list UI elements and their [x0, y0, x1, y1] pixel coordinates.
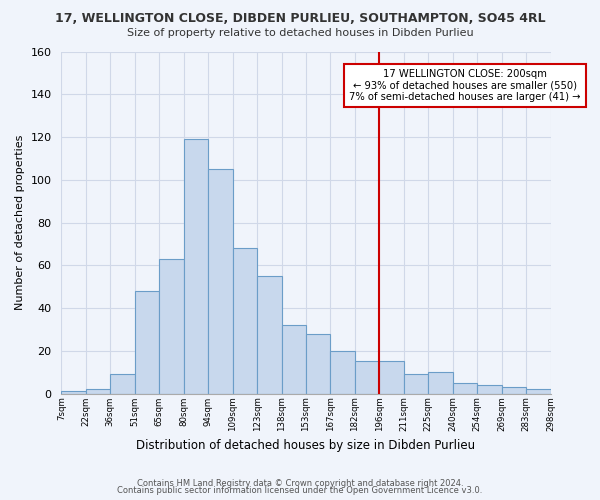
Text: Contains HM Land Registry data © Crown copyright and database right 2024.: Contains HM Land Registry data © Crown c…	[137, 478, 463, 488]
Bar	[502, 387, 526, 394]
Bar	[135, 291, 159, 394]
Bar	[477, 385, 502, 394]
Bar	[331, 351, 355, 394]
Y-axis label: Number of detached properties: Number of detached properties	[15, 135, 25, 310]
Bar	[526, 389, 551, 394]
Text: 17, WELLINGTON CLOSE, DIBDEN PURLIEU, SOUTHAMPTON, SO45 4RL: 17, WELLINGTON CLOSE, DIBDEN PURLIEU, SO…	[55, 12, 545, 26]
Bar	[233, 248, 257, 394]
Bar	[404, 374, 428, 394]
X-axis label: Distribution of detached houses by size in Dibden Purlieu: Distribution of detached houses by size …	[136, 440, 476, 452]
Text: Contains public sector information licensed under the Open Government Licence v3: Contains public sector information licen…	[118, 486, 482, 495]
Text: Size of property relative to detached houses in Dibden Purlieu: Size of property relative to detached ho…	[127, 28, 473, 38]
Bar	[306, 334, 331, 394]
Text: 17 WELLINGTON CLOSE: 200sqm
← 93% of detached houses are smaller (550)
7% of sem: 17 WELLINGTON CLOSE: 200sqm ← 93% of det…	[349, 68, 581, 102]
Bar	[184, 139, 208, 394]
Bar	[428, 372, 453, 394]
Bar	[355, 362, 379, 394]
Bar	[61, 392, 86, 394]
Bar	[281, 325, 306, 394]
Bar	[208, 169, 233, 394]
Bar	[453, 383, 477, 394]
Bar	[379, 362, 404, 394]
Bar	[86, 389, 110, 394]
Bar	[159, 259, 184, 394]
Bar	[257, 276, 281, 394]
Bar	[110, 374, 135, 394]
